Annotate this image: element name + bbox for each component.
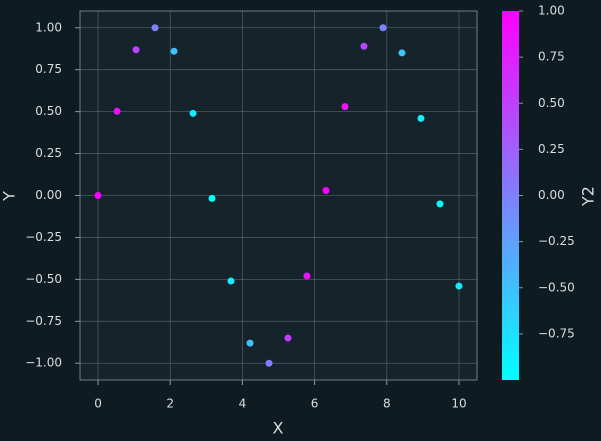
colorbar-label: Y2 <box>579 186 598 207</box>
x-tick-label: 8 <box>383 397 391 411</box>
point <box>265 359 273 367</box>
point <box>227 277 235 285</box>
plot-frame <box>79 10 478 381</box>
colorbar-tick-label: 0.50 <box>538 96 565 110</box>
y-axis-label: Y <box>0 191 19 202</box>
y-tick-label: 0.50 <box>35 104 62 118</box>
point <box>436 200 444 208</box>
point <box>417 114 425 122</box>
colorbar-tick-label: 0.00 <box>538 188 565 202</box>
point <box>208 194 216 202</box>
point <box>284 334 292 342</box>
y-tick-label: 0.25 <box>35 146 62 160</box>
colorbar-tick-label: 0.75 <box>538 50 565 64</box>
y-tick-label: −0.25 <box>25 230 62 244</box>
colorbar-tick-label: −0.75 <box>538 326 575 340</box>
point <box>379 24 387 32</box>
x-tick-label: 4 <box>239 397 247 411</box>
point <box>189 109 197 117</box>
colorbar <box>502 11 519 380</box>
point <box>360 42 368 50</box>
y-tick-label: −1.00 <box>25 356 62 370</box>
point <box>132 46 140 54</box>
point <box>303 272 311 280</box>
colorbar-tick-label: −0.50 <box>538 280 575 294</box>
colorbar-tick-label: −0.25 <box>538 234 575 248</box>
y-tick-label: −0.50 <box>25 272 62 286</box>
x-axis-label: X <box>273 419 284 438</box>
y-tick-label: 0.75 <box>35 62 62 76</box>
colorbar-tick-label: 1.00 <box>538 4 565 18</box>
x-tick-label: 6 <box>311 397 319 411</box>
x-tick-label: 0 <box>94 397 102 411</box>
y-tick-label: 0.00 <box>35 188 62 202</box>
x-tick-label: 10 <box>451 397 466 411</box>
point <box>113 107 121 115</box>
point <box>322 186 330 194</box>
x-tick-label: 2 <box>166 397 174 411</box>
point <box>455 282 463 290</box>
point <box>246 339 254 347</box>
colorbar-tick-label: 0.25 <box>538 142 565 156</box>
point <box>94 192 102 199</box>
y-tick-label: −0.75 <box>25 314 62 328</box>
point <box>398 49 406 57</box>
point <box>341 103 349 111</box>
point <box>170 47 178 55</box>
y-tick-label: 1.00 <box>35 20 62 34</box>
point <box>151 24 159 32</box>
